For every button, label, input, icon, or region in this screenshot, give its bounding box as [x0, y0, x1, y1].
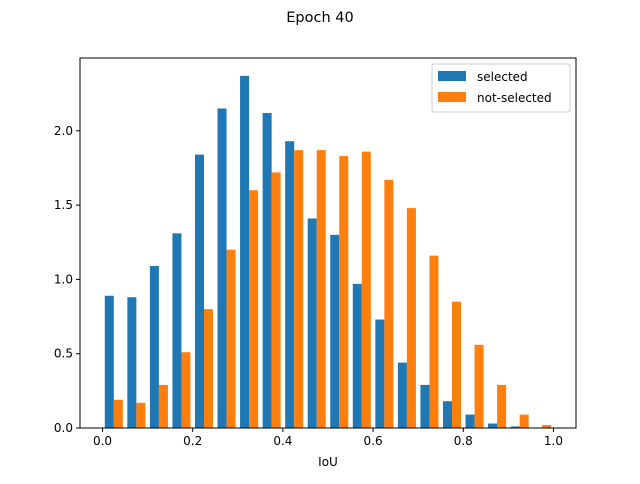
x-tick-label: 0.2: [183, 434, 202, 448]
bar-not-selected-13: [406, 208, 416, 428]
legend-swatch-not-selected: [438, 92, 466, 102]
bar-not-selected-1: [136, 402, 146, 428]
bar-not-selected-8: [294, 150, 304, 428]
bar-not-selected-16: [474, 344, 484, 428]
bar-not-selected-5: [226, 249, 236, 428]
bar-selected-2: [149, 266, 159, 428]
bar-not-selected-9: [316, 150, 326, 428]
bar-not-selected-0: [113, 399, 123, 428]
x-tick-label: 1.0: [544, 434, 563, 448]
bar-selected-0: [104, 295, 114, 428]
bar-selected-16: [465, 414, 475, 428]
bar-not-selected-4: [204, 309, 214, 428]
bar-not-selected-2: [158, 384, 168, 428]
x-tick-label: 0.8: [454, 434, 473, 448]
bar-not-selected-7: [271, 172, 281, 428]
x-tick-label: 0.6: [364, 434, 383, 448]
bar-not-selected-19: [542, 425, 552, 428]
legend-box: [431, 63, 571, 113]
y-tick-label: 2.0: [54, 124, 73, 138]
x-axis-label: IoU: [318, 455, 338, 469]
bar-not-selected-11: [361, 151, 371, 429]
bar-selected-3: [172, 233, 182, 428]
bar-not-selected-12: [384, 179, 394, 428]
bar-selected-11: [352, 283, 362, 428]
bar-not-selected-3: [181, 352, 191, 428]
bar-selected-18: [510, 426, 520, 428]
y-tick-label: 0.5: [54, 347, 73, 361]
bar-not-selected-14: [429, 255, 439, 428]
bar-selected-12: [375, 319, 385, 428]
chart-title: Epoch 40: [286, 10, 353, 26]
bar-not-selected-17: [497, 384, 507, 428]
bar-selected-17: [488, 423, 498, 428]
plot-frame: [79, 57, 577, 429]
bar-selected-8: [285, 141, 295, 428]
bar-selected-13: [397, 362, 407, 428]
bar-not-selected-15: [452, 301, 462, 428]
y-axis-ticks: 0.0 0.5 1.0 1.5 2.0: [54, 124, 80, 435]
y-tick-label: 1.5: [54, 198, 73, 212]
bar-selected-7: [262, 112, 272, 428]
x-tick-label: 0.4: [273, 434, 292, 448]
legend: selected not-selected: [431, 63, 571, 113]
y-tick-label: 1.0: [54, 272, 73, 286]
bar-selected-5: [217, 108, 227, 429]
bar-not-selected-10: [339, 156, 349, 428]
bar-selected-6: [240, 75, 250, 428]
bar-not-selected-18: [519, 414, 529, 428]
bars-group: [104, 75, 552, 429]
y-tick-label: 0.0: [54, 421, 73, 435]
bar-selected-1: [127, 297, 137, 428]
bar-selected-10: [330, 234, 340, 428]
x-axis-ticks: 0.0 0.2 0.4 0.6 0.8 1.0: [93, 428, 563, 448]
bar-not-selected-6: [249, 190, 259, 428]
bar-selected-9: [307, 218, 317, 428]
x-tick-label: 0.0: [93, 434, 112, 448]
bar-selected-4: [194, 154, 204, 428]
bar-selected-14: [420, 384, 430, 428]
legend-label: not-selected: [477, 91, 552, 105]
legend-swatch-selected: [438, 71, 466, 81]
legend-label: selected: [477, 70, 528, 84]
bar-selected-15: [442, 401, 452, 428]
